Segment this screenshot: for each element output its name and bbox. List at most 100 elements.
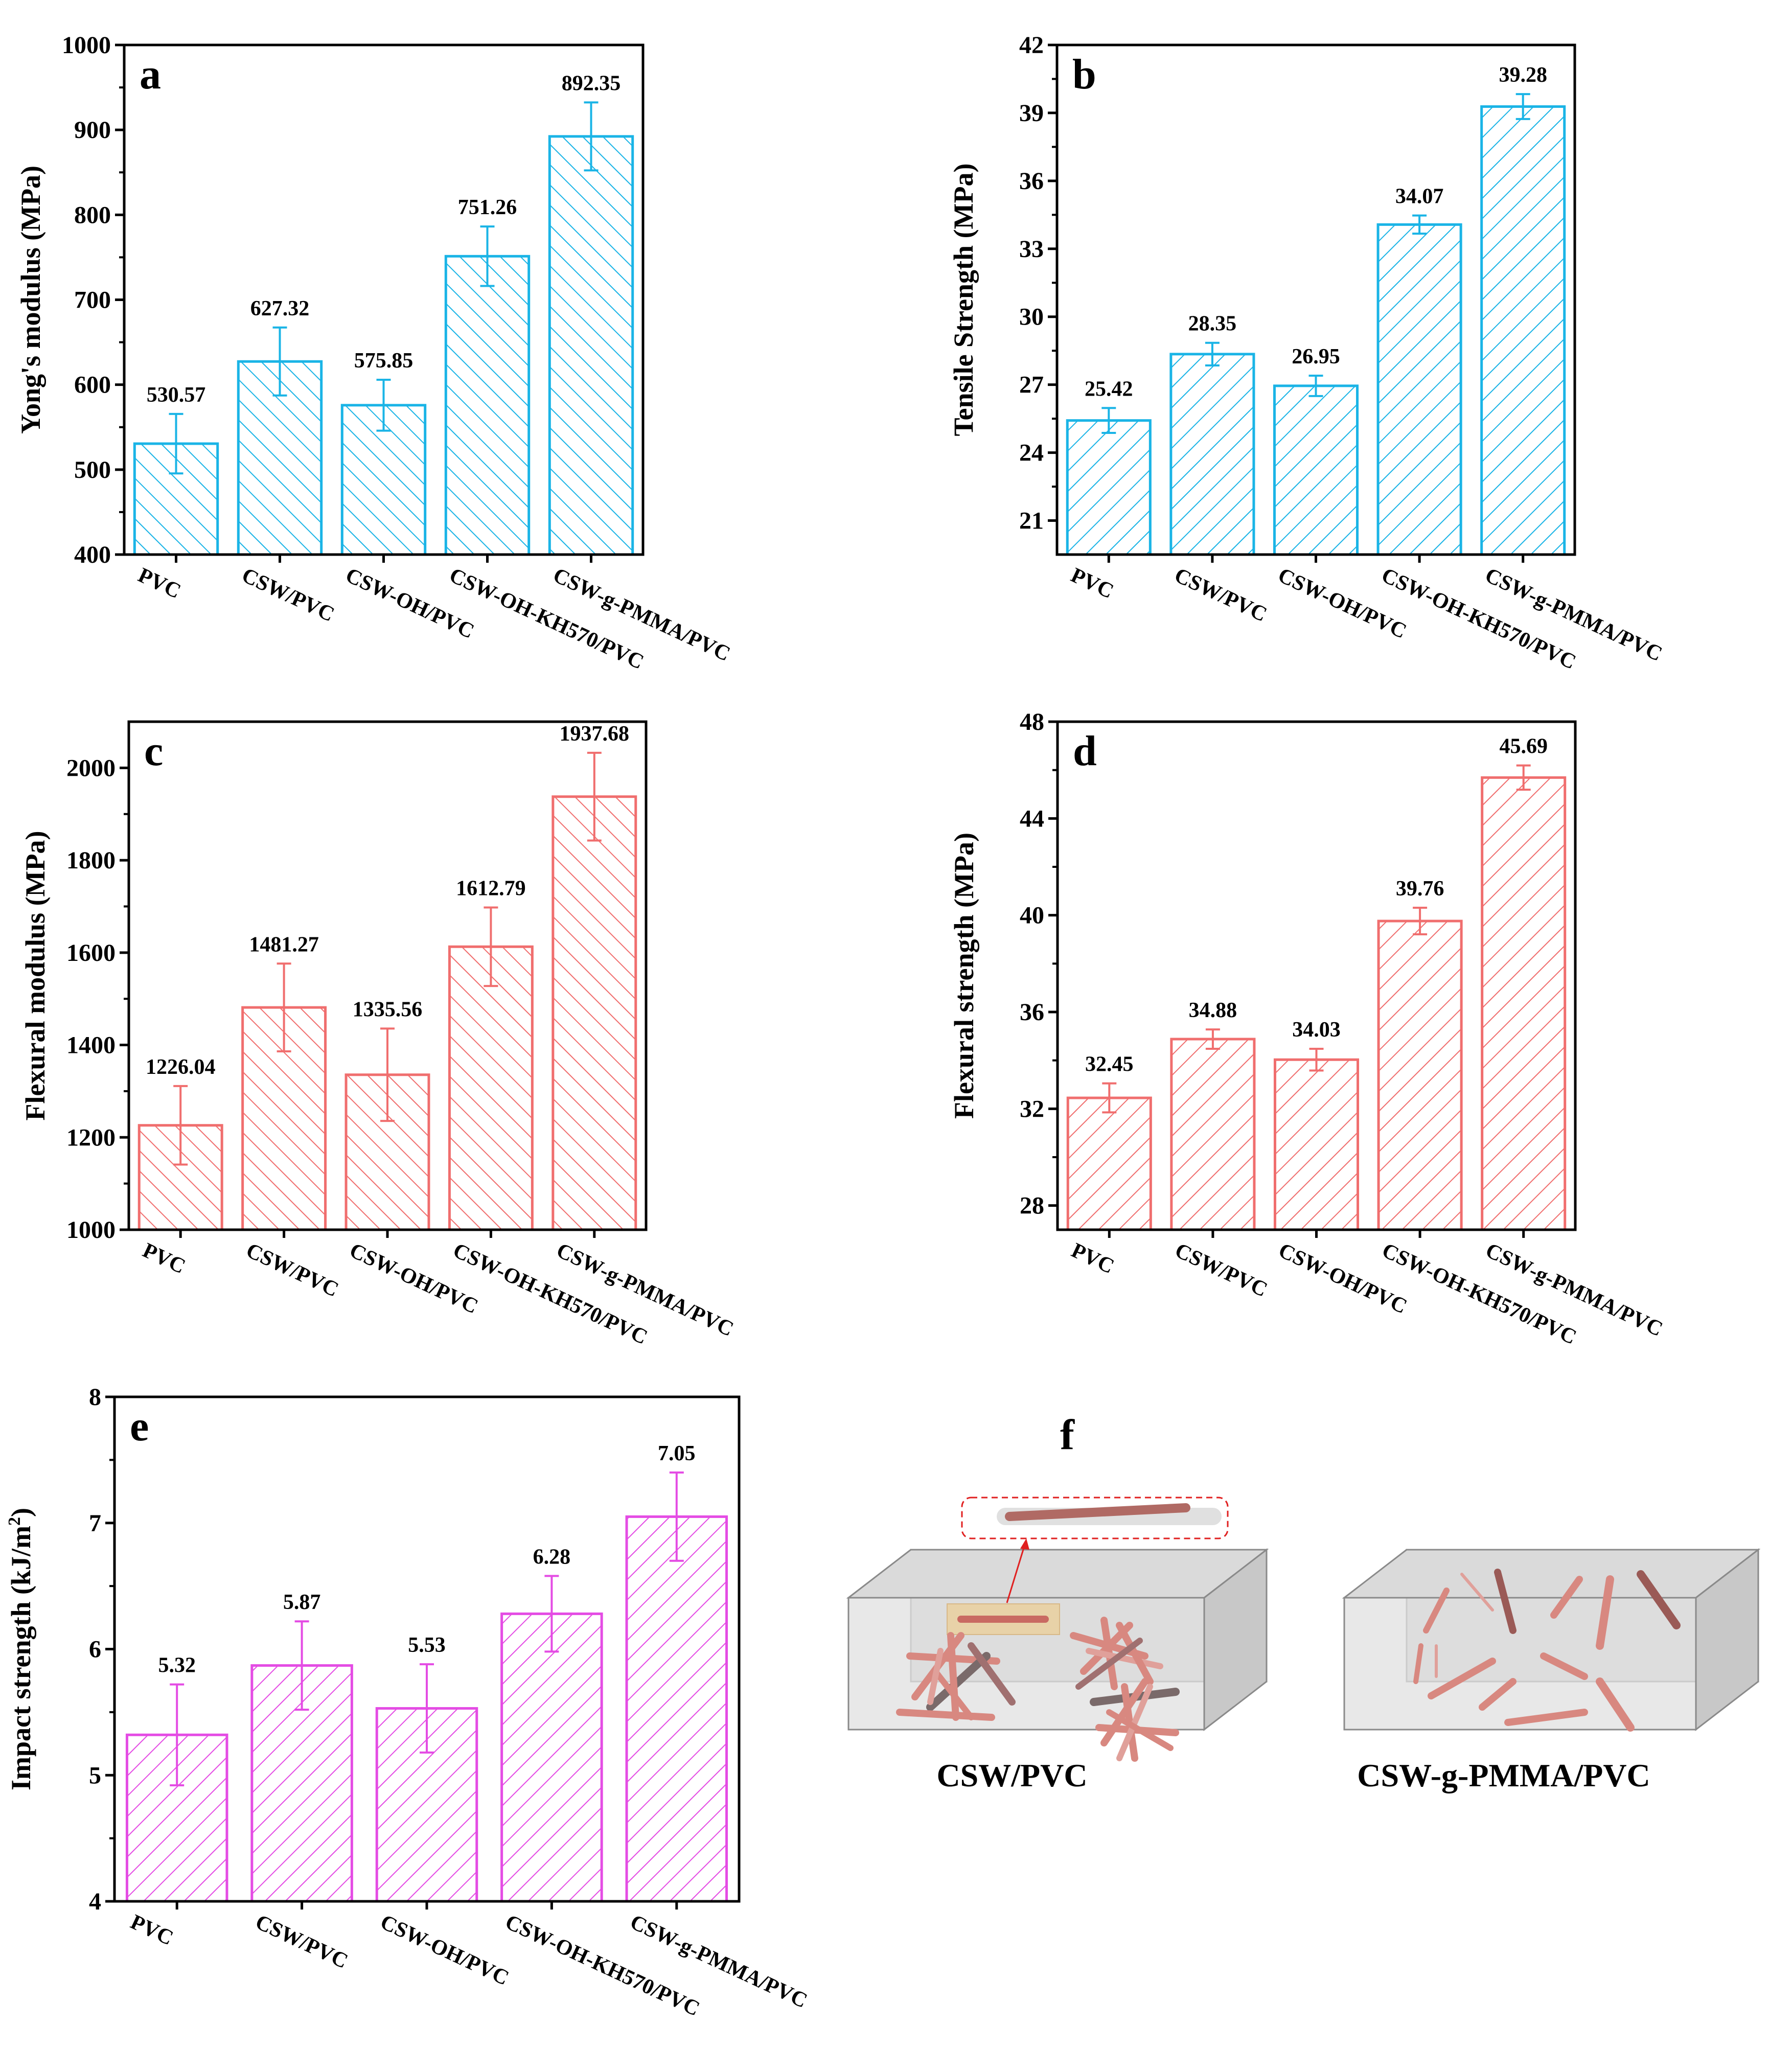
panel-f-schematic: f [846, 1411, 1761, 1793]
y-axis-label: Yong's modulus (MPa) [15, 166, 46, 434]
panel-f-label: f [1060, 1411, 1075, 1459]
bar-4 [448, 945, 534, 1231]
value-label-4: 34.07 [1395, 185, 1444, 209]
chart-b: 25.42PVC28.35CSW/PVC26.95CSW-OH/PVC34.07… [948, 32, 1666, 674]
bar-1 [1066, 1096, 1152, 1231]
value-label-5: 7.05 [658, 1442, 696, 1465]
x-tick-label-4: CSW-OH-KH570/PVC [1378, 563, 1579, 674]
y-tick-label-6: 36 [1019, 168, 1044, 195]
csw-pvc-caption: CSW/PVC [936, 1757, 1087, 1793]
dispersed-whiskers [1413, 1569, 1681, 1732]
x-tick-label-3: CSW-OH/PVC [377, 1910, 512, 1990]
y-tick-label-7: 1000 [62, 32, 111, 59]
bar-3 [1273, 384, 1359, 556]
y-tick-label-7: 39 [1019, 100, 1044, 127]
x-tick-label-2: CSW/PVC [1171, 1238, 1271, 1302]
bar-4 [1376, 223, 1462, 556]
y-axis-label-superscript: 2 [5, 1517, 24, 1526]
csw-pvc-box-top [846, 1549, 1269, 1599]
value-label-2: 34.88 [1189, 999, 1237, 1022]
csw-g-pmma-pvc-box: CSW-g-PMMA/PVC [1342, 1548, 1761, 1793]
bar-3 [1273, 1058, 1360, 1231]
y-tick-label-3: 36 [1020, 999, 1044, 1026]
bar-5 [552, 795, 637, 1231]
y-tick-label-2: 32 [1020, 1095, 1044, 1122]
panel-label: c [144, 727, 163, 775]
bar-2 [1169, 353, 1255, 556]
x-tick-label-1: PVC [139, 1238, 189, 1278]
value-label-4: 751.26 [458, 196, 517, 219]
value-label-3: 5.53 [408, 1634, 446, 1657]
y-tick-label-1: 400 [74, 541, 111, 568]
y-tick-label-2: 5 [89, 1762, 101, 1789]
y-tick-label-5: 33 [1019, 236, 1044, 263]
value-label-5: 39.28 [1499, 63, 1547, 87]
bar-4 [500, 1612, 603, 1903]
value-label-1: 1226.04 [146, 1055, 216, 1079]
bar-5 [1480, 105, 1566, 556]
x-tick-label-2: CSW/PVC [1171, 563, 1271, 627]
chart-c: 1226.04PVC1481.27CSW/PVC1335.56CSW-OH/PV… [20, 720, 737, 1349]
csw-g-pmma-pvc-caption: CSW-g-PMMA/PVC [1357, 1757, 1650, 1793]
y-tick-label-3: 1400 [66, 1032, 116, 1059]
value-label-3: 34.03 [1292, 1018, 1341, 1042]
y-tick-label-4: 700 [74, 287, 111, 314]
y-tick-label-5: 44 [1020, 805, 1044, 832]
zoom-dashed-frame [961, 1497, 1229, 1539]
y-tick-label-4: 30 [1019, 304, 1044, 331]
bar-5 [1481, 776, 1567, 1231]
x-tick-label-1: PVC [134, 563, 185, 603]
x-tick-label-2: CSW/PVC [238, 563, 338, 627]
x-tick-label-1: PVC [1067, 563, 1117, 603]
y-tick-label-3: 600 [74, 372, 111, 399]
value-label-5: 1937.68 [560, 722, 630, 746]
y-axis-label: Tensile Strength (MPa) [948, 164, 979, 436]
panel-label: d [1073, 727, 1097, 775]
value-label-3: 1335.56 [353, 998, 423, 1021]
y-tick-label-2: 500 [74, 456, 111, 484]
panel-label: e [130, 1402, 149, 1450]
value-label-3: 575.85 [354, 349, 413, 373]
value-label-1: 5.32 [158, 1654, 196, 1677]
y-axis-label: Flexural modulus (MPa) [20, 831, 51, 1121]
y-tick-label-6: 2000 [66, 754, 116, 781]
y-tick-label-3: 6 [89, 1636, 101, 1663]
y-tick-label-6: 48 [1020, 708, 1044, 735]
y-axis-label: Impact strength (kJ/m2) [5, 1508, 36, 1790]
value-label-1: 25.42 [1085, 377, 1133, 401]
value-label-5: 45.69 [1499, 735, 1548, 758]
x-tick-label-4: CSW-OH-KH570/PVC [446, 563, 647, 674]
value-label-2: 5.87 [283, 1591, 321, 1614]
y-tick-label-1: 28 [1020, 1192, 1044, 1220]
chart-a: 530.57PVC627.32CSW/PVC575.85CSW-OH/PVC75… [15, 32, 734, 674]
y-tick-label-8: 42 [1019, 32, 1044, 59]
pmma-box-front [1343, 1597, 1697, 1731]
value-label-4: 1612.79 [456, 877, 526, 900]
bar-2 [1170, 1038, 1256, 1231]
value-label-5: 892.35 [562, 72, 621, 95]
whisker-cluster-2 [1070, 1617, 1163, 1690]
panel-label: b [1072, 51, 1096, 98]
y-tick-label-2: 24 [1019, 440, 1044, 467]
zoom-arrow [1006, 1544, 1026, 1603]
value-label-2: 1481.27 [249, 933, 319, 956]
chart-e: 5.32PVC5.87CSW/PVC5.53CSW-OH/PVC6.28CSW-… [5, 1384, 811, 2021]
y-tick-label-4: 40 [1020, 902, 1044, 929]
y-axis-label-close: ) [6, 1508, 36, 1517]
zoom-whisker [1005, 1503, 1190, 1521]
y-tick-label-3: 27 [1019, 372, 1044, 399]
bar-5 [548, 135, 634, 556]
x-tick-label-1: PVC [127, 1910, 177, 1950]
y-tick-label-5: 800 [74, 201, 111, 228]
chart-d: 32.45PVC34.88CSW/PVC34.03CSW-OH/PVC39.76… [949, 708, 1666, 1349]
value-label-1: 32.45 [1085, 1053, 1134, 1076]
x-tick-label-2: CSW/PVC [242, 1238, 342, 1302]
y-tick-label-6: 900 [74, 117, 111, 144]
x-tick-label-2: CSW/PVC [252, 1910, 352, 1973]
y-tick-label-5: 1800 [66, 847, 116, 874]
csw-pvc-box: CSW/PVC [846, 1497, 1269, 1793]
value-label-4: 39.76 [1396, 877, 1444, 901]
bar-4 [444, 255, 531, 556]
x-tick-label-1: PVC [1068, 1238, 1118, 1278]
